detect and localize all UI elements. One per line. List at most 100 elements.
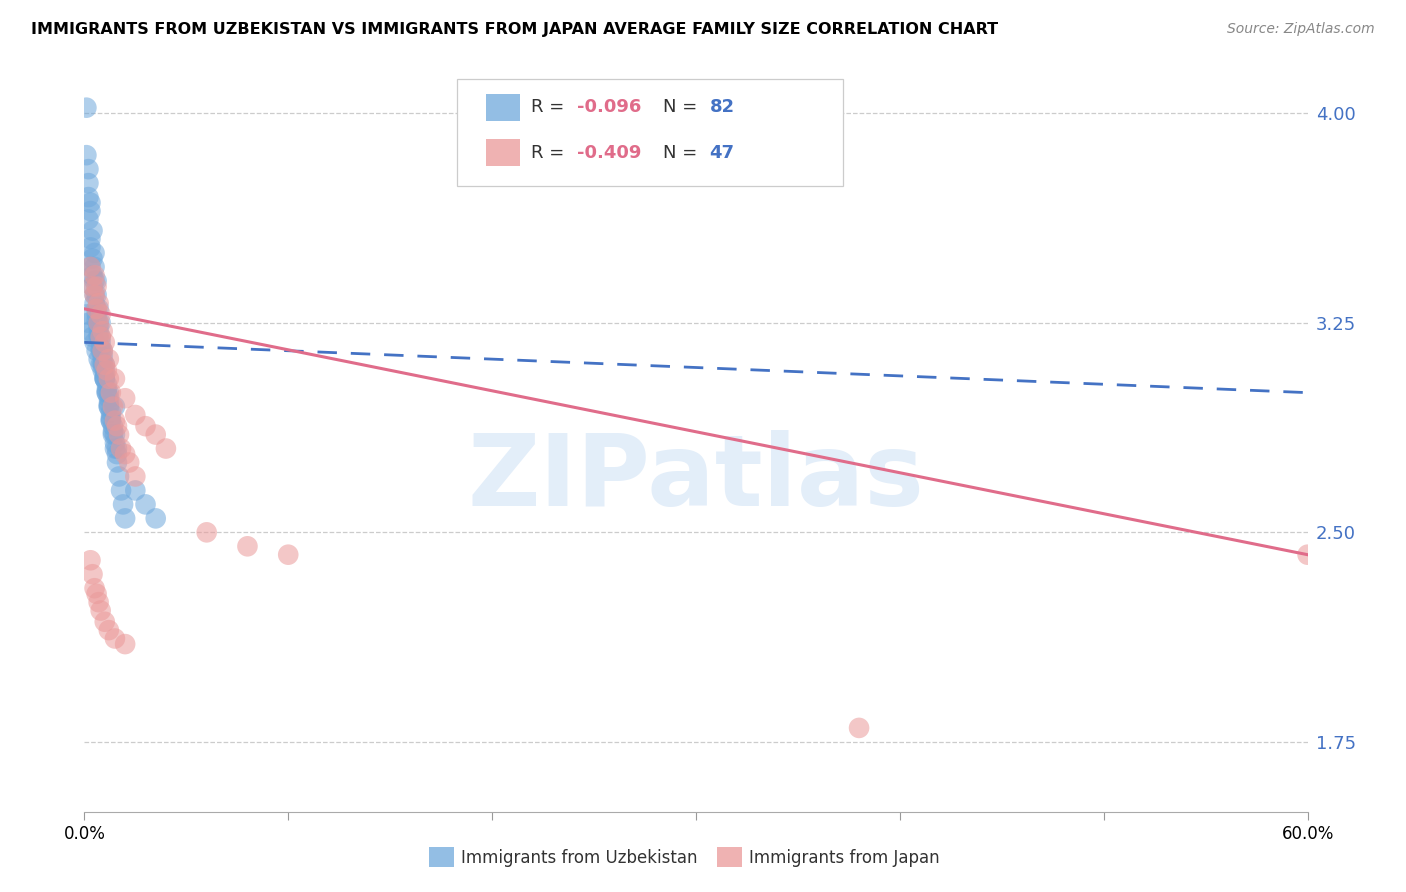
Point	[77, 316, 100, 330]
Point	[87, 321, 110, 335]
Point	[93, 368, 115, 383]
Point	[79, 324, 101, 338]
Point	[90, 335, 112, 350]
Point	[91, 355, 114, 369]
FancyBboxPatch shape	[457, 78, 842, 186]
Text: -0.096: -0.096	[578, 98, 641, 117]
Point	[87, 301, 110, 316]
Point	[97, 391, 120, 405]
Point	[91, 358, 114, 372]
Point	[83, 288, 105, 302]
Point	[90, 316, 112, 330]
Point	[87, 352, 110, 367]
Point	[86, 301, 108, 316]
Point	[114, 447, 136, 461]
Point	[93, 358, 115, 372]
Point	[87, 296, 110, 310]
Point	[79, 553, 101, 567]
Point	[86, 587, 108, 601]
Point	[114, 391, 136, 405]
Point	[195, 525, 218, 540]
Point	[83, 288, 105, 302]
Point	[96, 383, 118, 397]
Point	[82, 279, 104, 293]
Point	[82, 330, 104, 344]
Point	[118, 455, 141, 469]
Point	[91, 363, 114, 377]
Point	[86, 279, 108, 293]
Point	[86, 307, 108, 321]
Point	[100, 410, 122, 425]
Point	[83, 274, 105, 288]
Point	[100, 405, 122, 419]
Point	[79, 195, 101, 210]
Point	[86, 274, 108, 288]
Point	[114, 637, 136, 651]
Point	[79, 260, 101, 274]
Point	[93, 615, 115, 629]
Point	[75, 101, 97, 115]
Text: Source: ZipAtlas.com: Source: ZipAtlas.com	[1227, 22, 1375, 37]
Point	[86, 313, 108, 327]
Point	[93, 372, 115, 386]
Point	[108, 469, 131, 483]
Point	[87, 330, 110, 344]
Bar	[485, 95, 520, 120]
Point	[97, 385, 120, 400]
Point	[96, 377, 118, 392]
Point	[236, 539, 259, 553]
Point	[96, 385, 118, 400]
Point	[100, 385, 122, 400]
Point	[112, 497, 135, 511]
Point	[145, 511, 167, 525]
Point	[96, 385, 118, 400]
Point	[105, 419, 128, 434]
Point	[87, 316, 110, 330]
Point	[91, 349, 114, 363]
Point	[105, 442, 128, 456]
Point	[114, 511, 136, 525]
Point	[101, 425, 124, 439]
Point	[90, 330, 112, 344]
Point	[77, 176, 100, 190]
Point	[79, 260, 101, 274]
Text: 47: 47	[710, 144, 734, 161]
Point	[97, 372, 120, 386]
Point	[105, 447, 128, 461]
Point	[97, 397, 120, 411]
Point	[77, 190, 100, 204]
Point	[100, 414, 122, 428]
Point	[82, 252, 104, 266]
Text: Immigrants from Uzbekistan: Immigrants from Uzbekistan	[461, 849, 697, 867]
Point	[90, 343, 112, 358]
Point	[83, 581, 105, 595]
Point	[82, 567, 104, 582]
Point	[96, 363, 118, 377]
Text: -0.409: -0.409	[578, 144, 641, 161]
Text: ZIPatlas: ZIPatlas	[468, 430, 924, 527]
Point	[87, 326, 110, 341]
Point	[83, 296, 105, 310]
Point	[86, 301, 108, 316]
Point	[86, 288, 108, 302]
Point	[1296, 548, 1319, 562]
Point	[75, 307, 97, 321]
Point	[87, 316, 110, 330]
Point	[83, 268, 105, 283]
Point	[91, 343, 114, 358]
Point	[124, 469, 146, 483]
Point	[82, 224, 104, 238]
Point	[83, 246, 105, 260]
Point	[155, 442, 177, 456]
Point	[91, 343, 114, 358]
Point	[104, 372, 127, 386]
Point	[82, 279, 104, 293]
Text: 82: 82	[710, 98, 734, 117]
Point	[77, 212, 100, 227]
Point	[97, 400, 120, 414]
Point	[124, 408, 146, 422]
Point	[100, 414, 122, 428]
Point	[90, 603, 112, 617]
Point	[135, 497, 157, 511]
Text: N =: N =	[664, 98, 703, 117]
